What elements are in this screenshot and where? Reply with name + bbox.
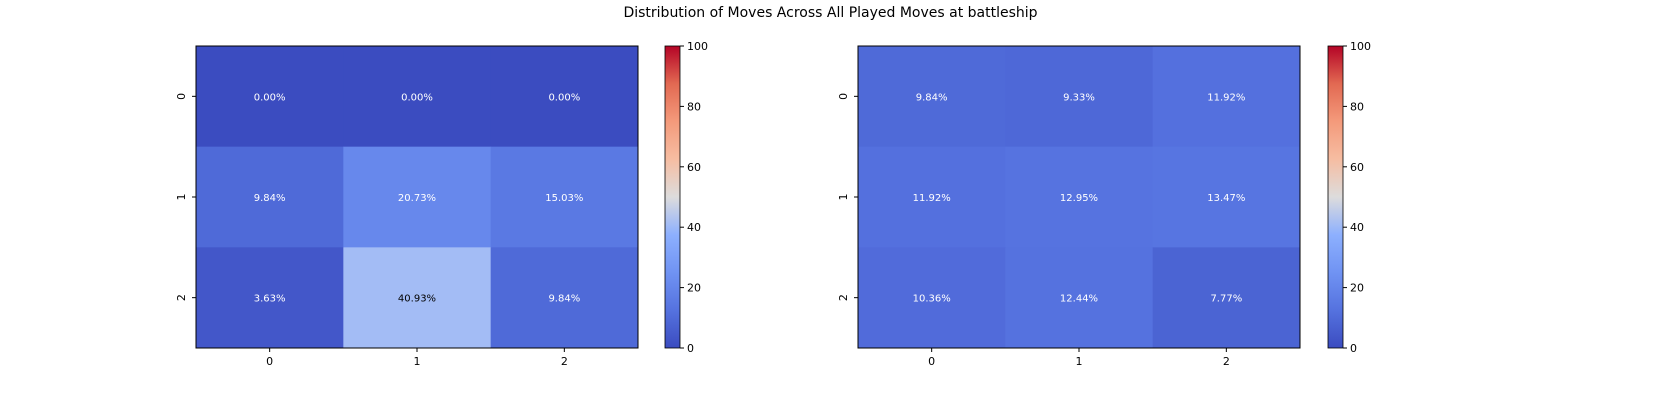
heatmap-cell [858, 46, 1006, 148]
cell-label: 12.44% [1060, 294, 1098, 305]
cell-label: 12.95% [1060, 193, 1098, 204]
y-tick-label: 1 [837, 194, 850, 201]
cell-label: 11.92% [913, 193, 951, 204]
heatmap-cell [490, 146, 639, 248]
cell-label: 9.84% [916, 92, 948, 103]
y-tick-label: 0 [837, 93, 850, 100]
heatmap-cell [490, 247, 639, 349]
heatmap-cell [343, 146, 492, 248]
x-tick-label: 1 [414, 355, 421, 368]
cell-label: 13.47% [1207, 193, 1245, 204]
heatmap-cell [196, 146, 344, 248]
cell-label: 20.73% [398, 193, 436, 204]
y-tick-label: 1 [175, 194, 188, 201]
colorbar-tick-label: 60 [687, 161, 701, 174]
heatmap-cell [1005, 247, 1154, 349]
x-tick-label: 0 [266, 355, 273, 368]
heatmap-cell [1005, 146, 1154, 248]
colorbar-tick-label: 40 [1350, 221, 1364, 234]
cell-label: 9.33% [1063, 92, 1095, 103]
colorbar-tick-label: 100 [1350, 40, 1371, 53]
colorbar-tick-label: 0 [1350, 342, 1357, 355]
x-tick-label: 2 [1223, 355, 1230, 368]
y-tick-label: 2 [175, 294, 188, 301]
colorbar-tick-label: 80 [1350, 100, 1364, 113]
x-tick-label: 2 [561, 355, 568, 368]
heatmap-cell [1005, 46, 1154, 148]
cell-label: 9.84% [548, 294, 580, 305]
colorbar-tick-label: 60 [1350, 161, 1364, 174]
cell-label: 11.92% [1207, 92, 1245, 103]
figure-title: Distribution of Moves Across All Played … [623, 5, 1038, 21]
colorbar-tick-label: 0 [687, 342, 694, 355]
y-tick-label: 2 [837, 294, 850, 301]
heatmap-cell [343, 46, 492, 148]
colorbar [665, 46, 680, 348]
x-tick-label: 1 [1076, 355, 1083, 368]
cell-label: 3.63% [254, 294, 286, 305]
cell-label: 9.84% [254, 193, 286, 204]
heatmap-cell [1152, 146, 1301, 248]
heatmap-cell [490, 46, 639, 148]
colorbar-frame [1327, 45, 1344, 349]
heatmap-cell [1152, 247, 1301, 349]
colorbar [1328, 46, 1343, 348]
heatmap-cell [343, 247, 492, 349]
cell-label: 0.00% [548, 92, 580, 103]
colorbar-tick-label: 20 [687, 282, 701, 295]
cell-label: 0.00% [401, 92, 433, 103]
cell-label: 15.03% [545, 193, 583, 204]
cell-label: 0.00% [254, 92, 286, 103]
heatmap-cell [196, 46, 344, 148]
colorbar-frame [664, 45, 681, 349]
heatmap-cell [858, 247, 1006, 349]
heatmap-cell [858, 146, 1006, 248]
cell-label: 10.36% [913, 294, 951, 305]
cell-label: 7.77% [1210, 294, 1242, 305]
colorbar-tick-label: 100 [687, 40, 708, 53]
colorbar-tick-label: 40 [687, 221, 701, 234]
cell-label: 40.93% [398, 294, 436, 305]
colorbar-tick-label: 20 [1350, 282, 1364, 295]
y-tick-label: 0 [175, 93, 188, 100]
heatmap-cell [196, 247, 344, 349]
colorbar-tick-label: 80 [687, 100, 701, 113]
heatmap-cell [1152, 46, 1301, 148]
x-tick-label: 0 [928, 355, 935, 368]
